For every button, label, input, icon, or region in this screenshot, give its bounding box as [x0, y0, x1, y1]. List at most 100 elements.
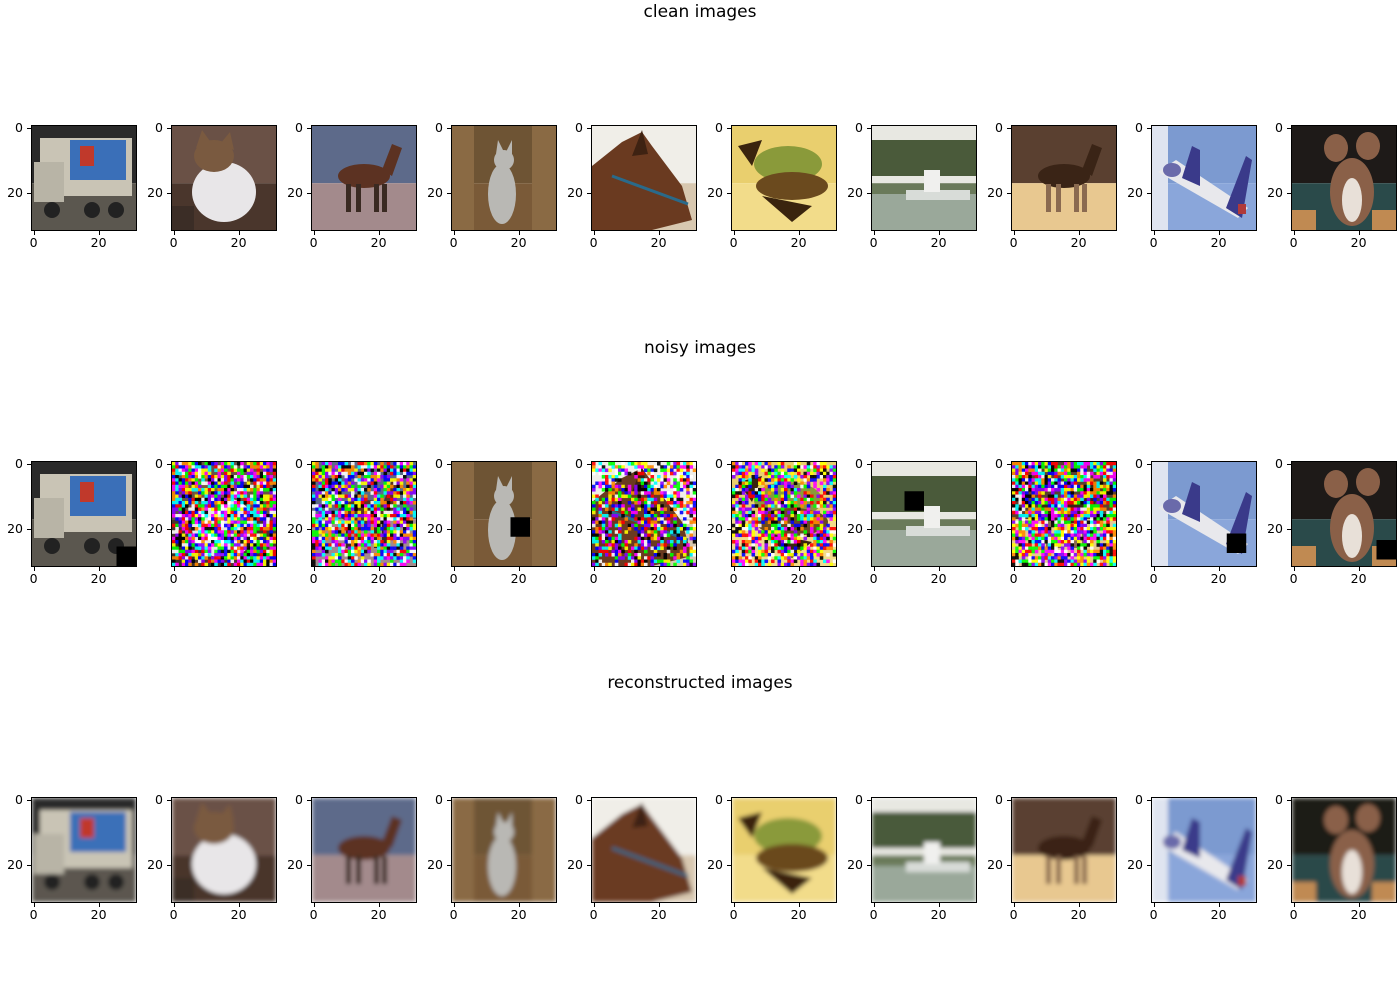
y-tick-mark	[167, 127, 171, 129]
y-tick-mark	[167, 799, 171, 801]
image-airplane	[1152, 462, 1256, 566]
image-panel-clean-cat: 0 20 0 20	[147, 120, 277, 250]
x-tick-label: 0	[1149, 235, 1158, 250]
image-frame	[871, 125, 977, 231]
image-frame	[1151, 797, 1257, 903]
y-tick-mark	[167, 192, 171, 194]
image-panel-clean-deer: 0 20 0 20	[987, 120, 1117, 250]
y-tick-label: 0	[995, 455, 1003, 471]
y-tick-mark	[727, 463, 731, 465]
y-tick-label: 0	[575, 791, 583, 807]
image-airplane	[1152, 126, 1256, 230]
x-tick-mark	[593, 567, 595, 571]
x-tick-mark	[1078, 903, 1080, 907]
x-tick-label: 20	[370, 235, 387, 250]
x-tick-mark	[1153, 567, 1155, 571]
y-tick-mark	[587, 799, 591, 801]
image-panel-reconstructed-ship: 0 20 0 20	[847, 792, 977, 922]
y-tick-mark	[27, 463, 31, 465]
y-tick-label: 20	[847, 856, 863, 872]
y-tick-mark	[727, 192, 731, 194]
image-frame	[311, 797, 417, 903]
y-tick-label: 20	[147, 520, 163, 536]
x-tick-label: 20	[90, 907, 107, 922]
image-frame	[1151, 461, 1257, 567]
y-tick-mark	[447, 799, 451, 801]
y-tick-mark	[447, 127, 451, 129]
x-tick-label: 0	[869, 907, 878, 922]
image-frame	[591, 125, 697, 231]
y-tick-label: 20	[7, 184, 23, 200]
image-frame	[1291, 461, 1397, 567]
y-tick-label: 0	[295, 791, 303, 807]
x-tick-mark	[1013, 231, 1015, 235]
x-tick-mark	[1293, 231, 1295, 235]
x-tick-label: 20	[1350, 571, 1367, 586]
x-tick-mark	[33, 567, 35, 571]
y-tick-label: 0	[435, 119, 443, 135]
y-tick-label: 20	[427, 520, 443, 536]
y-tick-mark	[727, 528, 731, 530]
y-tick-mark	[307, 528, 311, 530]
image-frame	[871, 461, 977, 567]
y-tick-mark	[167, 528, 171, 530]
image-ship	[872, 462, 976, 566]
x-tick-mark	[313, 231, 315, 235]
x-tick-mark	[238, 903, 240, 907]
y-tick-label: 0	[1135, 455, 1143, 471]
occlusion-patch	[116, 546, 136, 566]
y-tick-mark	[27, 799, 31, 801]
image-panel-noisy-horse-head: 0 20 0 20	[567, 456, 697, 586]
x-tick-mark	[593, 231, 595, 235]
image-deer	[1012, 462, 1116, 566]
occlusion-patch	[904, 491, 924, 511]
y-tick-mark	[867, 528, 871, 530]
y-tick-label: 20	[987, 856, 1003, 872]
x-tick-mark	[1358, 903, 1360, 907]
image-horse	[312, 798, 416, 902]
image-deer	[1012, 798, 1116, 902]
x-tick-label: 20	[1070, 907, 1087, 922]
y-tick-mark	[1287, 528, 1291, 530]
x-tick-label: 20	[230, 571, 247, 586]
x-tick-mark	[238, 231, 240, 235]
x-tick-label: 0	[309, 571, 318, 586]
image-horse-head	[592, 798, 696, 902]
x-tick-label: 0	[869, 571, 878, 586]
image-dog	[1292, 462, 1396, 566]
image-ship	[872, 798, 976, 902]
x-tick-mark	[33, 231, 35, 235]
x-tick-mark	[1153, 231, 1155, 235]
x-tick-mark	[313, 567, 315, 571]
y-tick-mark	[867, 864, 871, 866]
image-frog	[732, 462, 836, 566]
y-tick-mark	[307, 463, 311, 465]
image-panel-clean-airplane: 0 20 0 20	[1127, 120, 1257, 250]
x-tick-label: 20	[230, 907, 247, 922]
y-tick-mark	[1287, 192, 1291, 194]
image-panel-noisy-cat: 0 20 0 20	[147, 456, 277, 586]
y-tick-label: 0	[155, 791, 163, 807]
x-tick-mark	[1013, 567, 1015, 571]
image-frog	[732, 798, 836, 902]
y-tick-mark	[307, 864, 311, 866]
x-tick-label: 20	[1070, 235, 1087, 250]
y-tick-mark	[1007, 127, 1011, 129]
y-tick-mark	[27, 864, 31, 866]
y-tick-mark	[447, 528, 451, 530]
x-tick-label: 0	[29, 571, 38, 586]
image-frame	[731, 125, 837, 231]
y-tick-mark	[867, 799, 871, 801]
y-tick-label: 20	[427, 184, 443, 200]
image-frame	[731, 797, 837, 903]
x-tick-label: 0	[729, 907, 738, 922]
image-frame	[1291, 125, 1397, 231]
x-tick-label: 20	[1210, 907, 1227, 922]
y-tick-label: 0	[855, 791, 863, 807]
image-panel-reconstructed-deer: 0 20 0 20	[987, 792, 1117, 922]
x-tick-mark	[173, 567, 175, 571]
y-tick-label: 0	[1135, 791, 1143, 807]
image-truck	[32, 462, 136, 566]
y-tick-label: 20	[987, 520, 1003, 536]
x-tick-label: 0	[589, 907, 598, 922]
